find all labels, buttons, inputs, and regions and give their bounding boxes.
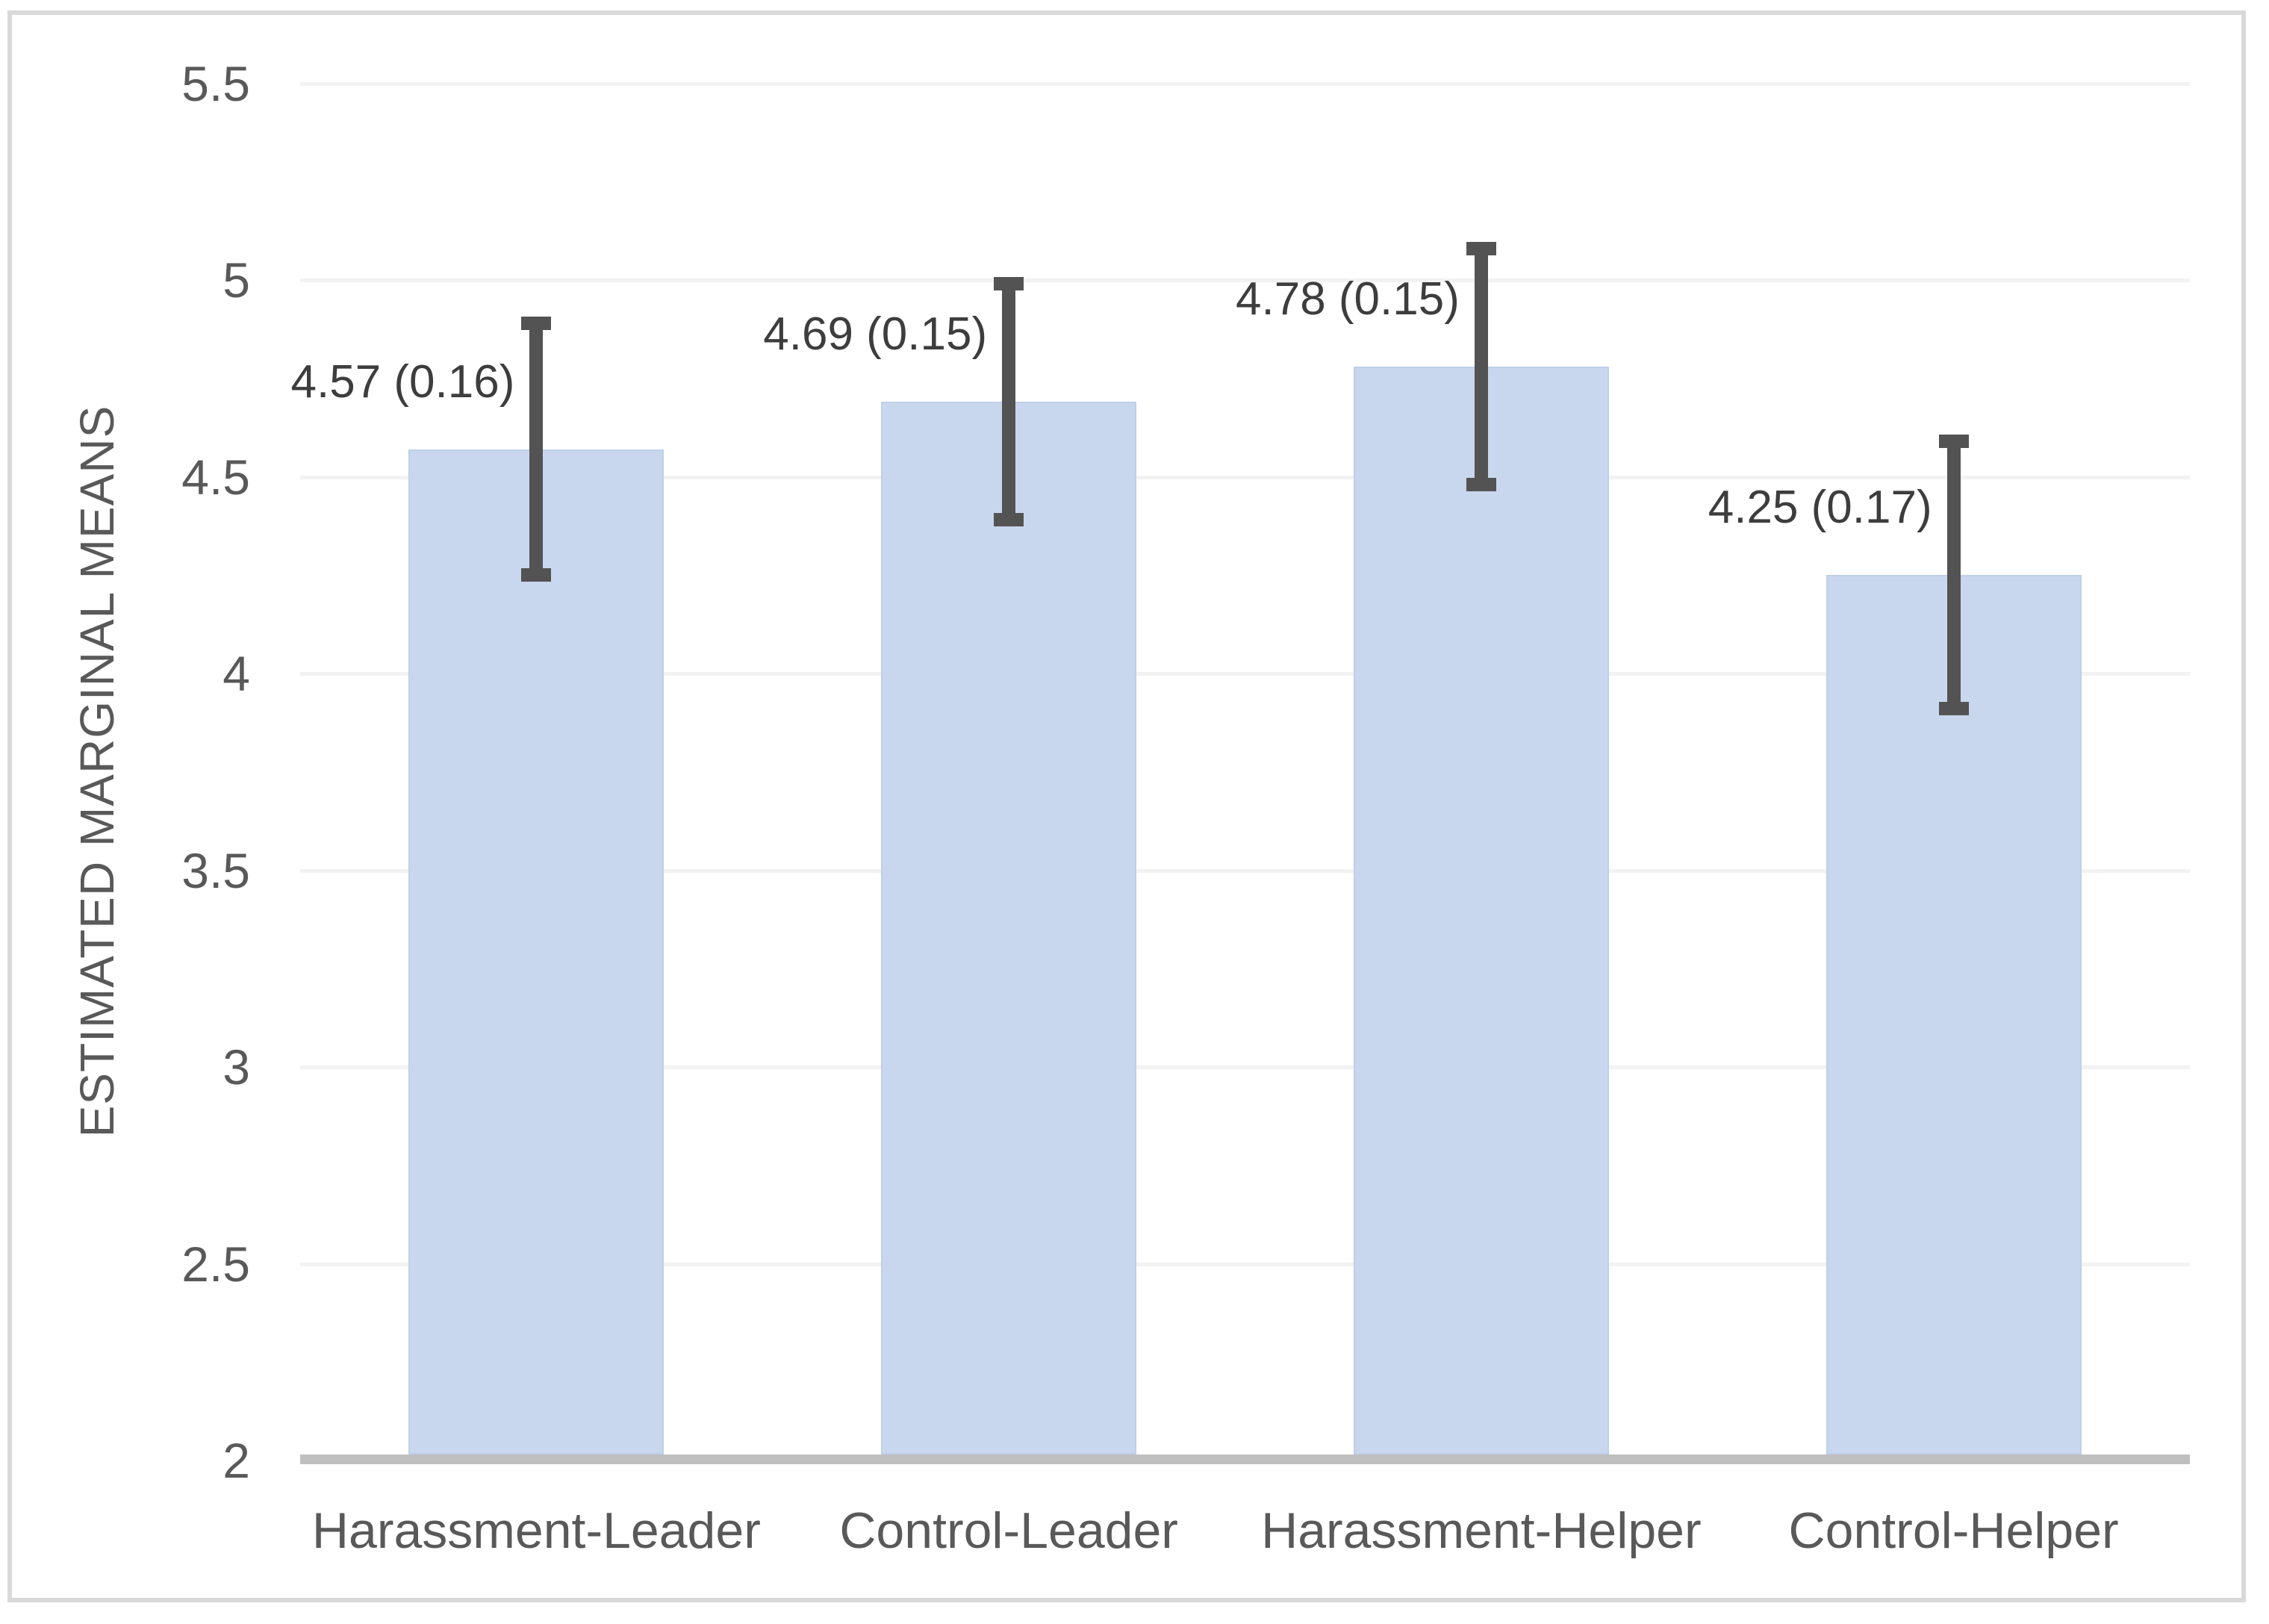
error-bar-cap-top	[994, 277, 1024, 291]
bar-value-label: 4.25 (0.17)	[1708, 482, 1932, 534]
x-axis-line	[300, 1455, 2190, 1464]
bar	[408, 449, 664, 1455]
y-tick-label: 5.5	[181, 55, 250, 111]
error-bar-cap-top	[521, 316, 552, 330]
x-category-label: Control-Leader	[839, 1502, 1178, 1559]
error-bar-cap-bottom	[994, 513, 1024, 527]
y-tick-label: 4	[222, 646, 250, 701]
error-bar-stem	[529, 323, 544, 576]
bar-value-label: 4.57 (0.16)	[290, 355, 515, 408]
error-bar-stem	[1002, 284, 1016, 520]
y-gridline	[300, 1262, 2190, 1266]
y-gridline	[300, 279, 2190, 282]
y-gridline	[300, 868, 2190, 873]
bar	[1353, 366, 1609, 1455]
error-bar-stem	[1946, 441, 1961, 709]
error-bar-cap-top	[1938, 435, 1969, 449]
x-category-label: Harassment-Helper	[1261, 1502, 1702, 1559]
y-tick-label: 2	[222, 1433, 250, 1488]
y-tick-label: 5	[222, 252, 250, 308]
y-gridline	[300, 475, 2190, 479]
y-tick-label: 3.5	[181, 842, 250, 898]
bar	[1826, 575, 2082, 1455]
error-bar-cap-bottom	[1938, 702, 1969, 716]
error-bar-cap-top	[1466, 241, 1496, 255]
error-bar-cap-bottom	[521, 568, 552, 582]
error-bar-stem	[1474, 248, 1488, 485]
error-bar-cap-bottom	[1466, 478, 1496, 492]
bar-value-label: 4.69 (0.15)	[763, 308, 988, 361]
y-tick-label: 3	[222, 1039, 250, 1095]
y-tick-label: 4.5	[181, 449, 250, 505]
x-category-label: Harassment-Leader	[311, 1502, 761, 1559]
y-gridline	[300, 1065, 2190, 1069]
y-tick-label: 2.5	[181, 1236, 250, 1292]
y-gridline	[300, 672, 2190, 676]
y-gridline	[300, 81, 2190, 86]
x-category-label: Control-Helper	[1788, 1502, 2119, 1559]
bar-value-label: 4.78 (0.15)	[1236, 273, 1460, 325]
bar	[881, 402, 1137, 1455]
